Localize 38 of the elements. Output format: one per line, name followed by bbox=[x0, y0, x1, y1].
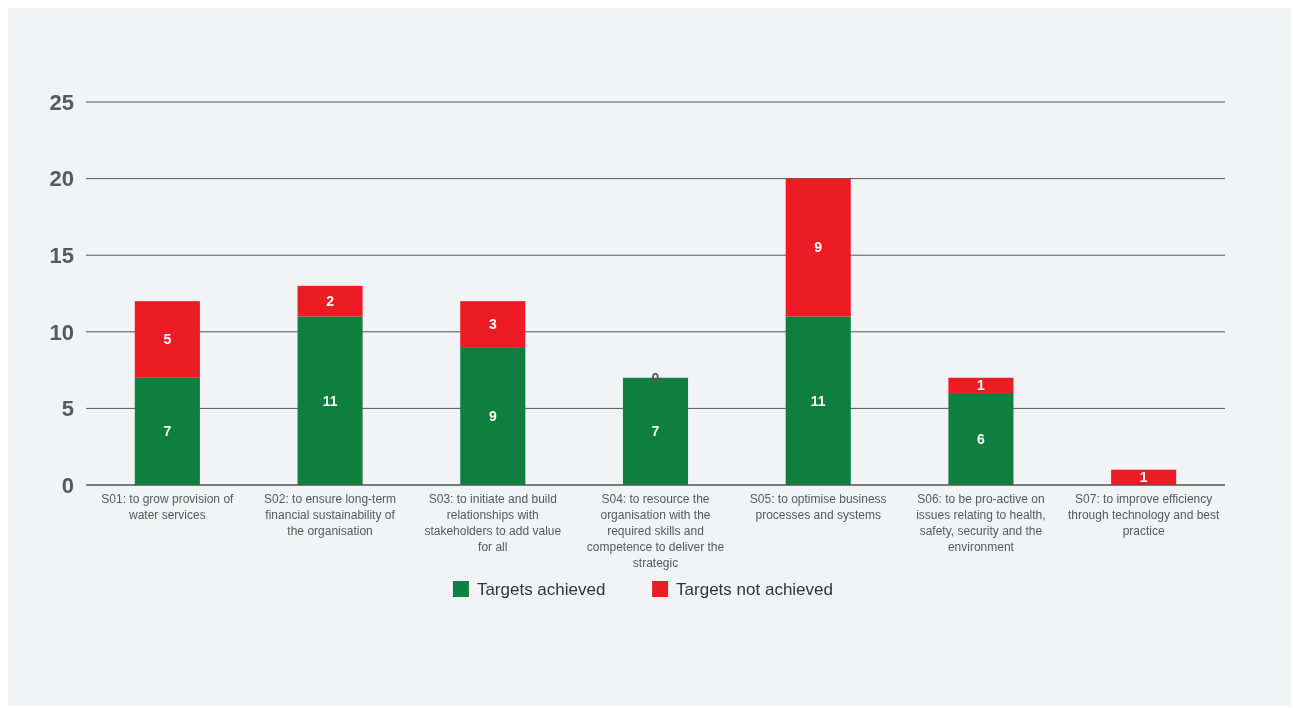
data-label: 7 bbox=[163, 423, 172, 440]
bar bbox=[785, 316, 851, 485]
data-label: 9 bbox=[488, 407, 497, 424]
data-label: 0 bbox=[651, 369, 660, 386]
y-tick-label: 10 bbox=[49, 319, 74, 345]
data-label: 3 bbox=[488, 316, 497, 333]
data-label: 1 bbox=[977, 377, 986, 394]
legend-label: Targets achieved bbox=[476, 579, 606, 599]
data-label: 11 bbox=[322, 392, 338, 409]
y-tick-label: 0 bbox=[61, 472, 74, 498]
bar bbox=[460, 347, 526, 485]
data-label: 9 bbox=[814, 239, 823, 256]
y-tick-label: 20 bbox=[49, 166, 74, 192]
x-tick-label: S06: to be pro-active on issues relating to health, safety, security and the environment bbox=[916, 492, 1046, 554]
y-tick-label: 25 bbox=[49, 89, 74, 115]
data-label: 1 bbox=[1139, 469, 1148, 486]
x-tick-label: S04: to resource the organisation with the required skills and competence to deliver the strategic bbox=[586, 492, 725, 570]
x-tick-label: S02: to ensure long-term financial sustainability of the organisation bbox=[264, 492, 397, 538]
y-tick-label: 5 bbox=[61, 396, 74, 422]
x-tick-label: S07: to improve efficiency through technology and best practice bbox=[1067, 492, 1221, 538]
bar bbox=[134, 377, 200, 485]
data-label: 11 bbox=[810, 392, 826, 409]
y-tick-label: 15 bbox=[49, 242, 74, 268]
x-tick-label: S03: to initiate and build relationships with stakeholders to add value for all bbox=[424, 492, 562, 554]
data-label: 2 bbox=[326, 293, 335, 310]
bar bbox=[785, 178, 851, 317]
bar bbox=[297, 285, 363, 317]
bar bbox=[460, 301, 526, 348]
bar bbox=[948, 393, 1014, 485]
bar bbox=[948, 377, 1014, 394]
x-tick-label: S05: to optimise business processes and systems bbox=[749, 492, 887, 522]
data-label: 5 bbox=[163, 331, 172, 348]
legend-label: Targets not achieved bbox=[676, 579, 833, 599]
bar bbox=[297, 316, 363, 485]
data-label: 6 bbox=[977, 430, 986, 447]
x-tick-label: S01: to grow provision of water services bbox=[101, 492, 235, 522]
data-label: 7 bbox=[651, 423, 660, 440]
bar bbox=[134, 301, 200, 378]
